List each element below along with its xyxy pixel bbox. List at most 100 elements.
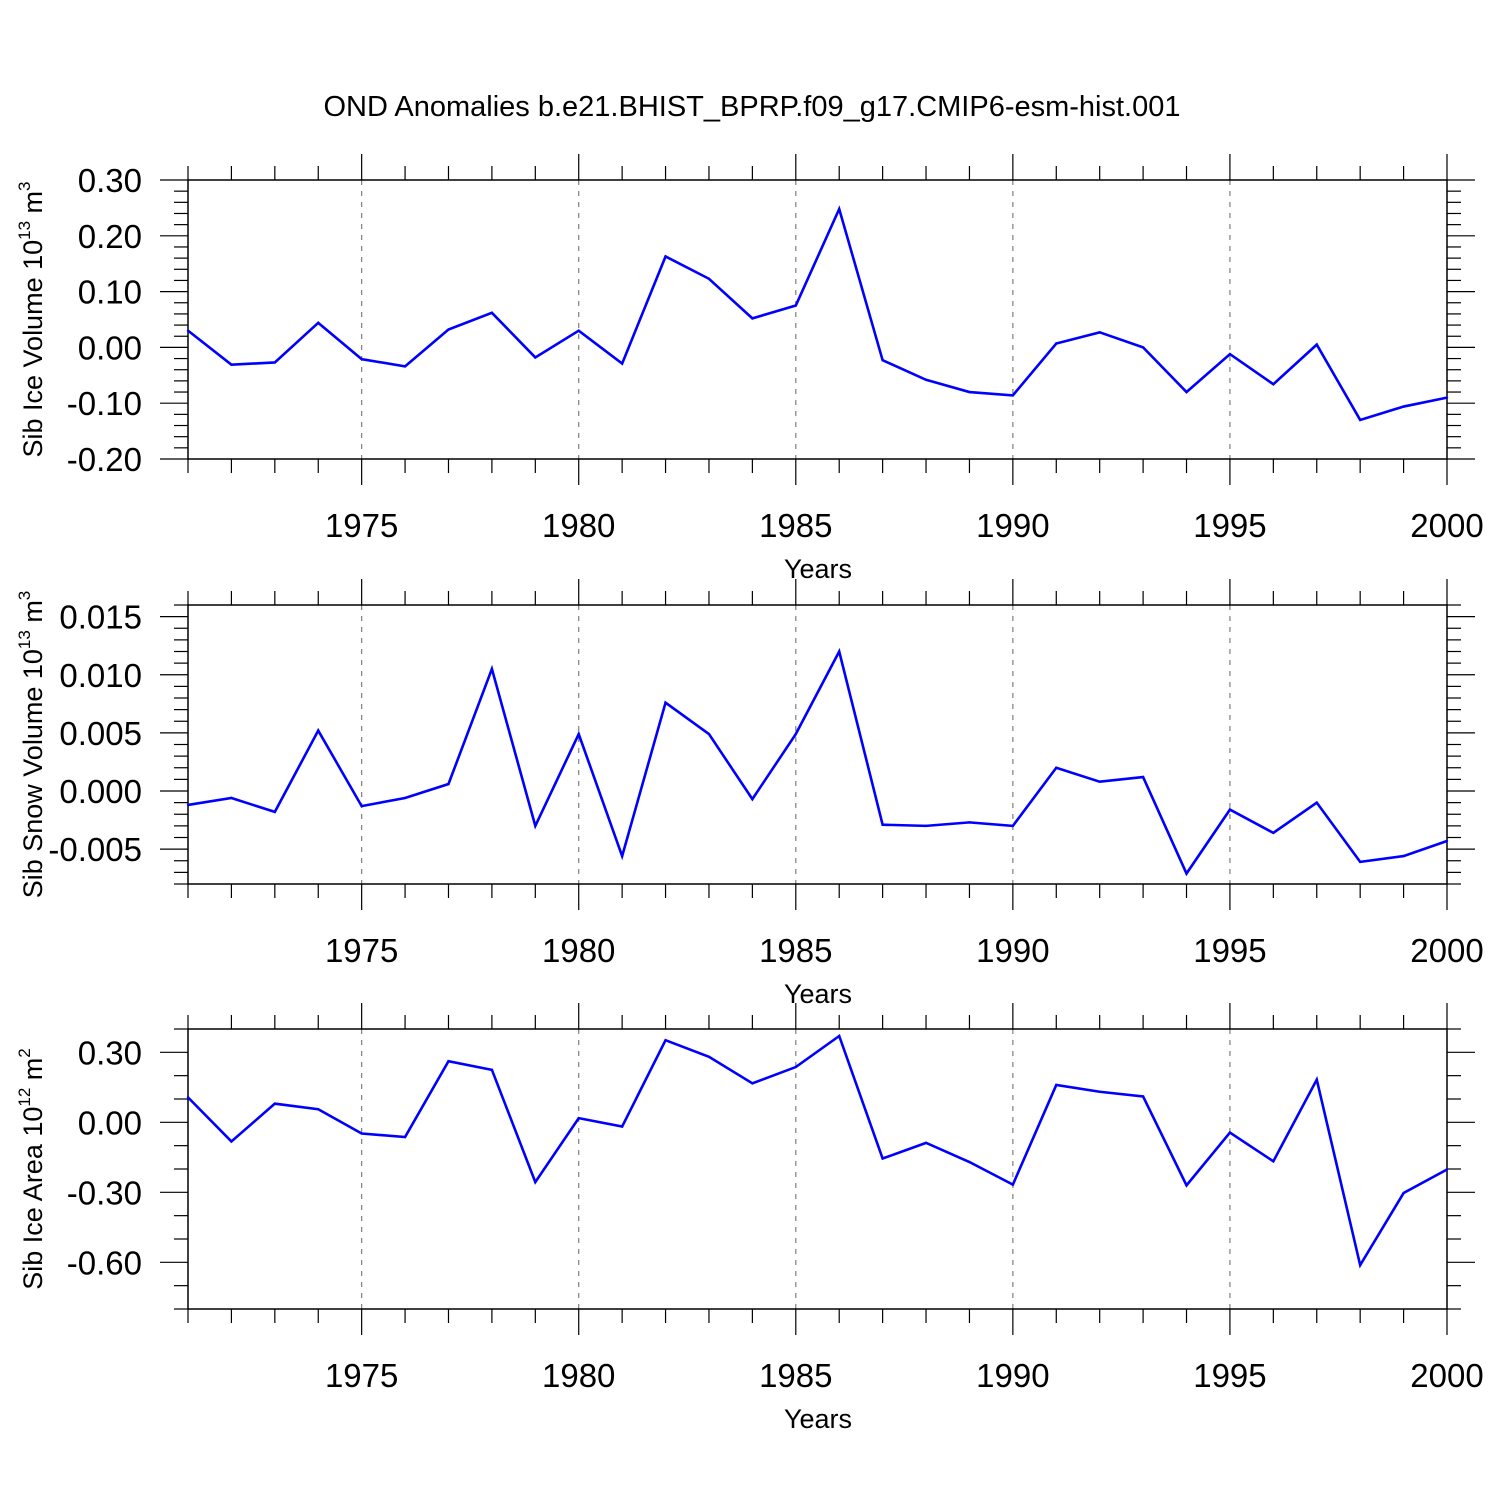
- data-point: [490, 1068, 494, 1072]
- data-point: [620, 362, 624, 365]
- data-point: [447, 782, 450, 786]
- y-tick-label: 0.30: [78, 1034, 142, 1071]
- data-point: [664, 701, 667, 704]
- data-point: [1272, 1160, 1275, 1163]
- data-point: [968, 390, 971, 394]
- y-axis-title: Sib Snow Volume 1013 m3: [15, 591, 48, 899]
- y-axis-title: Sib Ice Area 1012 m2: [15, 1048, 48, 1290]
- data-point: [1055, 766, 1058, 769]
- data-point: [1402, 854, 1405, 858]
- data-point: [360, 1132, 363, 1135]
- x-axis-title: Years: [784, 554, 852, 584]
- y-axis-title-superscript: 2: [15, 1048, 34, 1057]
- data-point: [1141, 775, 1145, 779]
- y-tick-label: 0.000: [59, 773, 142, 810]
- data-point: [751, 317, 754, 320]
- data-point: [664, 1039, 667, 1042]
- data-point: [1445, 1168, 1449, 1171]
- y-axis-title-superscript: 13: [15, 221, 34, 240]
- data-point: [490, 667, 494, 671]
- data-point: [447, 1060, 450, 1063]
- data-point: [317, 1108, 320, 1111]
- y-tick-label: 0.010: [59, 657, 142, 694]
- data-point: [1185, 1184, 1188, 1187]
- data-point: [447, 328, 450, 331]
- data-point: [534, 1180, 537, 1184]
- panel-2: -0.005 0.000 0.005 0.010 0.015 1975 1980 1985 19…: [15, 579, 1484, 1009]
- x-tick-label: 1980: [542, 1357, 615, 1394]
- series-line: [187, 647, 1448, 877]
- data-point: [1011, 824, 1015, 828]
- data-point: [1402, 405, 1405, 408]
- data-point: [838, 207, 841, 211]
- data-point: [881, 1157, 884, 1160]
- data-point: [707, 277, 711, 280]
- data-point: [751, 797, 754, 801]
- y-tick-label: -0.60: [67, 1244, 142, 1281]
- data-point: [707, 1055, 711, 1058]
- data-point: [534, 356, 537, 359]
- data-point: [1055, 1083, 1058, 1087]
- x-tick-label: 1975: [325, 932, 398, 969]
- data-point: [403, 796, 407, 800]
- series-line: [187, 1033, 1448, 1269]
- x-tick-label: 2000: [1410, 932, 1483, 969]
- x-axis-title: Years: [784, 1404, 852, 1434]
- y-axis-title: Sib Ice Volume 1013 m3: [15, 181, 48, 457]
- data-point: [1228, 1131, 1232, 1134]
- y-axis-title-superscript: 12: [15, 1088, 34, 1107]
- data-point: [577, 732, 580, 736]
- data-point: [924, 378, 928, 381]
- y-axis-title-part: m: [18, 600, 48, 630]
- y-tick-label: -0.10: [67, 385, 142, 422]
- data-point: [1315, 343, 1318, 346]
- data-point: [751, 1082, 754, 1085]
- chart-title: OND Anomalies b.e21.BHIST_BPRP.f09_g17.C…: [324, 91, 1181, 123]
- data-point: [620, 1125, 624, 1128]
- data-point: [577, 329, 580, 332]
- plot-frame: [187, 604, 1448, 885]
- data-point: [1141, 1095, 1145, 1098]
- data-point: [273, 361, 277, 364]
- y-axis-title-superscript: 3: [15, 591, 34, 600]
- data-point: [881, 823, 884, 826]
- data-point: [968, 821, 971, 824]
- y-tick-label: 0.005: [59, 715, 142, 752]
- data-point: [838, 650, 841, 653]
- x-tick-label: 1995: [1193, 932, 1266, 969]
- data-point: [230, 363, 233, 366]
- data-point: [490, 311, 494, 315]
- y-tick-label: 0.00: [78, 329, 142, 366]
- data-point: [403, 1135, 407, 1139]
- data-point: [620, 854, 624, 858]
- data-point: [1228, 808, 1232, 811]
- data-point: [186, 1096, 190, 1099]
- data-point: [317, 321, 320, 325]
- data-point: [794, 732, 797, 736]
- y-axis-title-part: Sib Ice Area 10: [18, 1107, 48, 1290]
- y-axis-title-part: m: [18, 191, 48, 221]
- y-tick-label: 0.10: [78, 274, 142, 311]
- data-point: [924, 1141, 928, 1145]
- x-tick-label: 1985: [759, 932, 832, 969]
- data-point: [360, 357, 363, 361]
- data-point: [230, 1140, 233, 1143]
- x-tick-label: 1985: [759, 507, 832, 544]
- data-point: [1315, 801, 1318, 804]
- y-axis-title-superscript: 3: [15, 181, 34, 190]
- data-point: [1098, 1090, 1101, 1093]
- data-point: [1185, 390, 1188, 394]
- y-axis-title-part: Sib Snow Volume 10: [18, 649, 48, 898]
- data-point: [317, 729, 320, 732]
- data-point: [794, 304, 797, 307]
- y-axis-title-part: m: [18, 1058, 48, 1088]
- data-point: [1141, 346, 1145, 349]
- data-point: [1228, 352, 1232, 356]
- y-tick-label: -0.005: [48, 831, 142, 868]
- x-tick-label: 1990: [976, 507, 1049, 544]
- x-tick-label: 1995: [1193, 1357, 1266, 1394]
- y-axis-title-part: Sib Ice Volume 10: [18, 240, 48, 458]
- data-point: [664, 255, 667, 258]
